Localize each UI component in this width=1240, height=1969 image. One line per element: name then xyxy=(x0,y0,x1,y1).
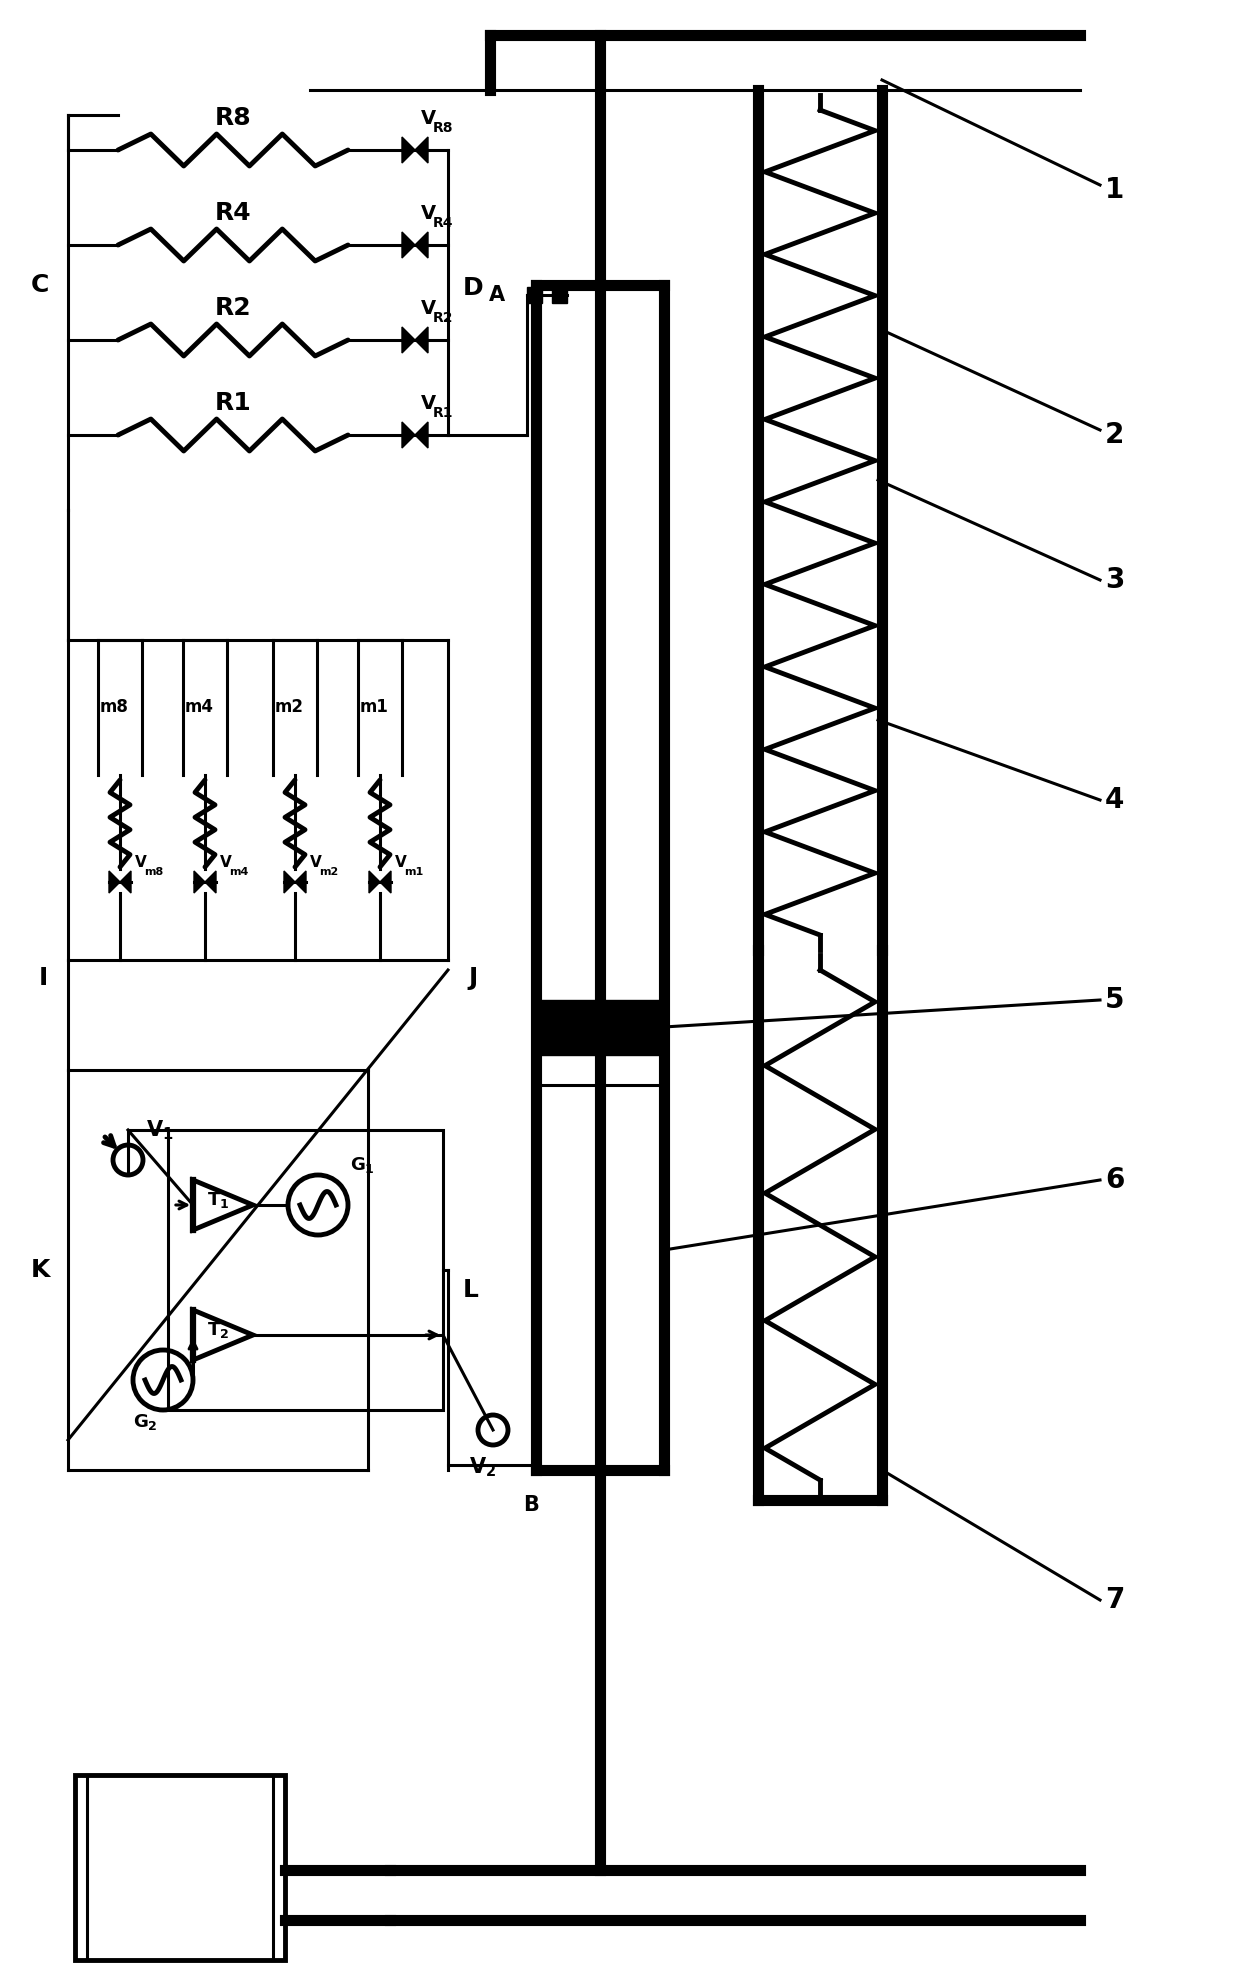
Polygon shape xyxy=(402,421,415,449)
Text: $\mathbf{V}$: $\mathbf{V}$ xyxy=(309,855,322,870)
Text: B: B xyxy=(523,1494,539,1514)
Text: R2: R2 xyxy=(215,295,252,321)
Text: m2: m2 xyxy=(275,697,304,717)
Text: $\mathbf{V}$: $\mathbf{V}$ xyxy=(420,205,436,222)
Text: R8: R8 xyxy=(433,120,454,136)
Text: m8: m8 xyxy=(144,866,164,876)
Polygon shape xyxy=(193,870,205,894)
Polygon shape xyxy=(415,138,428,163)
Text: L: L xyxy=(463,1278,479,1302)
Text: $\mathbf{T_2}$: $\mathbf{T_2}$ xyxy=(207,1319,229,1341)
Polygon shape xyxy=(109,870,120,894)
Text: R8: R8 xyxy=(215,106,252,130)
Text: m4: m4 xyxy=(229,866,248,876)
Polygon shape xyxy=(205,870,216,894)
Text: $\mathbf{V_2}$: $\mathbf{V_2}$ xyxy=(470,1455,497,1479)
Text: R4: R4 xyxy=(215,201,252,224)
Text: $\mathbf{G_1}$: $\mathbf{G_1}$ xyxy=(350,1156,374,1175)
Text: $\mathbf{T_1}$: $\mathbf{T_1}$ xyxy=(207,1189,229,1211)
Text: 1: 1 xyxy=(1105,175,1125,205)
Bar xyxy=(167,1130,443,1410)
Text: D: D xyxy=(463,276,484,299)
Polygon shape xyxy=(295,870,306,894)
Text: $\mathbf{V_1}$: $\mathbf{V_1}$ xyxy=(146,1118,174,1142)
Polygon shape xyxy=(402,327,415,352)
Text: 5: 5 xyxy=(1105,986,1125,1014)
Text: 3: 3 xyxy=(1105,565,1125,595)
Text: $\mathbf{V}$: $\mathbf{V}$ xyxy=(219,855,233,870)
Text: m1: m1 xyxy=(360,697,389,717)
Polygon shape xyxy=(415,421,428,449)
Polygon shape xyxy=(370,870,379,894)
Text: J: J xyxy=(467,967,477,990)
Text: C: C xyxy=(31,274,50,297)
Polygon shape xyxy=(120,870,131,894)
Polygon shape xyxy=(379,870,391,894)
Text: $\mathbf{V}$: $\mathbf{V}$ xyxy=(420,108,436,128)
Polygon shape xyxy=(415,232,428,258)
Text: m4: m4 xyxy=(185,697,215,717)
Text: $\mathbf{V}$: $\mathbf{V}$ xyxy=(420,299,436,319)
Text: m8: m8 xyxy=(100,697,129,717)
Text: $\mathbf{G_2}$: $\mathbf{G_2}$ xyxy=(133,1412,157,1431)
Polygon shape xyxy=(402,138,415,163)
Text: A: A xyxy=(489,286,505,305)
Polygon shape xyxy=(527,287,542,303)
Polygon shape xyxy=(536,1000,663,1055)
Bar xyxy=(74,1774,285,1959)
Text: I: I xyxy=(38,967,47,990)
Polygon shape xyxy=(284,870,295,894)
Text: $\mathbf{V}$: $\mathbf{V}$ xyxy=(420,394,436,413)
Text: 7: 7 xyxy=(1105,1585,1125,1615)
Text: 2: 2 xyxy=(1105,421,1125,449)
Polygon shape xyxy=(415,327,428,352)
Text: m2: m2 xyxy=(319,866,339,876)
Text: $\mathbf{V}$: $\mathbf{V}$ xyxy=(134,855,148,870)
Text: R1: R1 xyxy=(433,406,454,419)
Text: $\mathbf{V}$: $\mathbf{V}$ xyxy=(394,855,408,870)
Text: 4: 4 xyxy=(1105,786,1125,813)
Polygon shape xyxy=(402,232,415,258)
Text: R2: R2 xyxy=(433,311,454,325)
Text: 6: 6 xyxy=(1105,1166,1125,1193)
Text: R1: R1 xyxy=(215,392,252,415)
Text: K: K xyxy=(30,1258,50,1282)
Text: R4: R4 xyxy=(433,217,454,230)
Text: m1: m1 xyxy=(404,866,423,876)
Polygon shape xyxy=(552,287,567,303)
